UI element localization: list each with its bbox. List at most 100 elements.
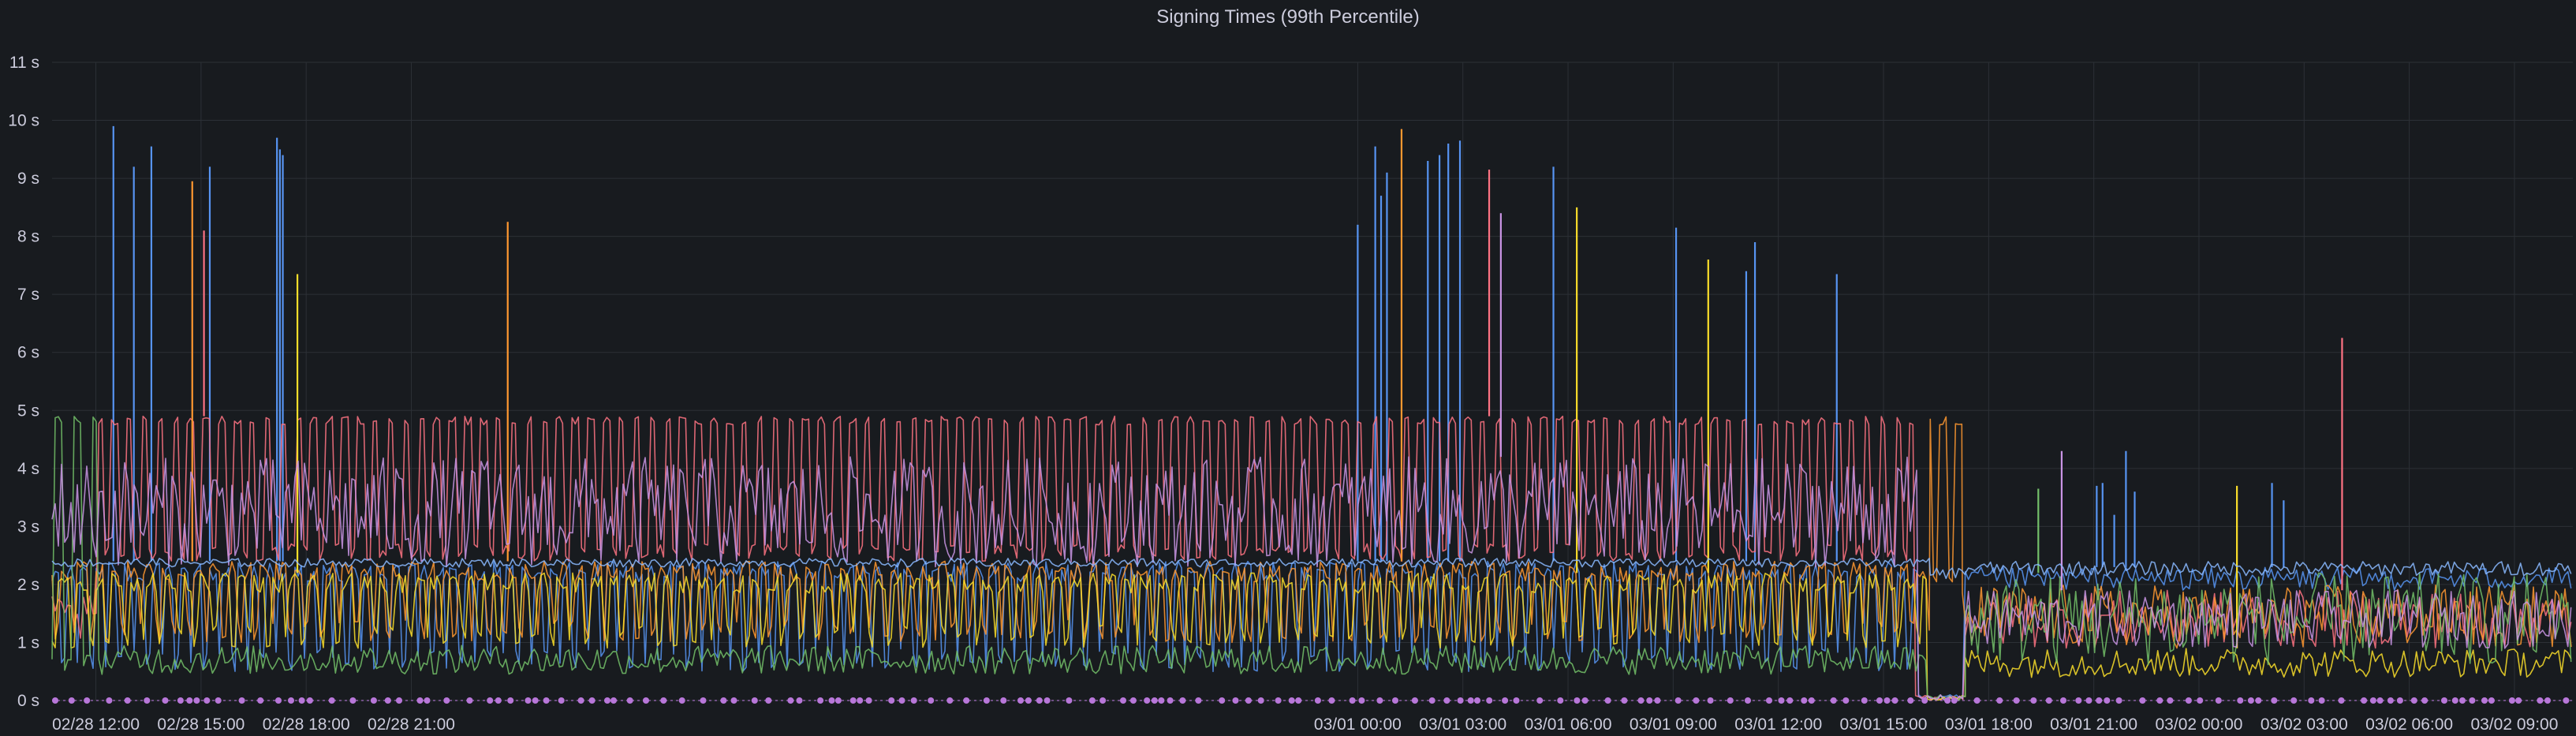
annotation-marker[interactable] [2156, 697, 2163, 704]
annotation-marker[interactable] [2459, 697, 2466, 704]
annotation-marker[interactable] [2451, 697, 2458, 704]
annotation-marker[interactable] [1288, 697, 1295, 704]
annotation-marker[interactable] [2488, 697, 2495, 704]
annotation-marker[interactable] [1502, 697, 1509, 704]
annotation-marker[interactable] [1707, 697, 1714, 704]
series-line-5[interactable] [51, 416, 2572, 701]
annotation-marker[interactable] [2410, 697, 2417, 704]
annotation-marker[interactable] [2197, 697, 2204, 704]
annotation-marker[interactable] [1017, 697, 1024, 704]
annotation-marker[interactable] [2185, 697, 2192, 704]
annotation-marker[interactable] [700, 697, 707, 704]
annotation-marker[interactable] [177, 697, 184, 704]
annotation-marker[interactable] [1883, 697, 1891, 704]
annotation-marker[interactable] [1314, 697, 1321, 704]
annotation-marker[interactable] [2537, 697, 2544, 704]
annotation-marker[interactable] [2085, 697, 2093, 704]
annotation-marker[interactable] [384, 697, 391, 704]
annotation-marker[interactable] [52, 697, 58, 704]
annotation-marker[interactable] [2167, 697, 2174, 704]
series-line-6[interactable] [51, 456, 2572, 701]
annotation-marker[interactable] [215, 697, 222, 704]
annotation-marker[interactable] [2271, 697, 2278, 704]
annotation-marker[interactable] [1232, 697, 1239, 704]
annotation-marker[interactable] [834, 697, 842, 704]
annotation-marker[interactable] [660, 697, 667, 704]
annotation-marker[interactable] [2013, 697, 2020, 704]
annotation-marker[interactable] [1257, 697, 1264, 704]
annotation-marker[interactable] [910, 697, 917, 704]
annotation-marker[interactable] [1637, 697, 1645, 704]
annotation-marker[interactable] [1907, 697, 1914, 704]
annotation-marker[interactable] [193, 697, 200, 704]
annotation-marker[interactable] [1513, 697, 1520, 704]
annotation-marker[interactable] [1727, 697, 1734, 704]
annotation-marker[interactable] [2237, 697, 2244, 704]
annotation-marker[interactable] [588, 697, 595, 704]
annotation-marker[interactable] [1457, 697, 1464, 704]
annotation-marker[interactable] [1604, 697, 1611, 704]
annotation-marker[interactable] [1581, 697, 1589, 704]
annotation-marker[interactable] [328, 697, 335, 704]
annotation-marker[interactable] [1951, 697, 1958, 704]
annotation-marker[interactable] [2338, 697, 2345, 704]
annotation-marker[interactable] [2481, 697, 2488, 704]
annotation-marker[interactable] [2115, 697, 2122, 704]
annotation-marker[interactable] [1786, 697, 1794, 704]
annotation-marker[interactable] [162, 697, 169, 704]
annotation-marker[interactable] [2369, 697, 2376, 704]
annotation-marker[interactable] [1219, 697, 1226, 704]
annotation-marker[interactable] [124, 697, 131, 704]
annotation-marker[interactable] [2544, 697, 2551, 704]
annotation-marker[interactable] [1574, 697, 1581, 704]
annotation-marker[interactable] [1674, 697, 1682, 704]
annotation-marker[interactable] [68, 697, 75, 704]
annotation-marker[interactable] [1646, 697, 1653, 704]
annotation-marker[interactable] [1778, 697, 1785, 704]
annotation-marker[interactable] [349, 697, 357, 704]
annotation-marker[interactable] [1973, 697, 1981, 704]
annotation-marker[interactable] [238, 697, 245, 704]
annotation-marker[interactable] [1195, 697, 1202, 704]
annotation-marker[interactable] [487, 697, 494, 704]
annotation-marker[interactable] [1411, 697, 1418, 704]
annotation-marker[interactable] [2030, 697, 2037, 704]
annotation-marker[interactable] [1766, 697, 1772, 704]
annotation-marker[interactable] [1654, 697, 1661, 704]
annotation-marker[interactable] [203, 697, 211, 704]
annotation-marker[interactable] [720, 697, 727, 704]
annotation-marker[interactable] [2215, 697, 2222, 704]
annotation-marker[interactable] [730, 697, 737, 704]
annotation-marker[interactable] [1944, 697, 1951, 704]
annotation-marker[interactable] [2361, 697, 2368, 704]
annotation-marker[interactable] [495, 697, 502, 704]
annotation-marker[interactable] [2045, 697, 2052, 704]
annotation-marker[interactable] [857, 697, 864, 704]
annotation-marker[interactable] [643, 697, 649, 704]
annotation-marker[interactable] [1120, 697, 1126, 704]
annotation-marker[interactable] [849, 697, 857, 704]
annotation-marker[interactable] [610, 697, 617, 704]
annotation-marker[interactable] [765, 697, 772, 704]
annotation-marker[interactable] [2508, 697, 2515, 704]
annotation-marker[interactable] [1144, 697, 1151, 704]
annotation-marker[interactable] [1891, 697, 1898, 704]
annotation-marker[interactable] [946, 697, 954, 704]
annotation-marker[interactable] [1043, 697, 1051, 704]
annotation-marker[interactable] [2290, 697, 2298, 704]
annotation-marker[interactable] [257, 697, 264, 704]
annotation-marker[interactable] [1376, 697, 1383, 704]
annotation-marker[interactable] [2469, 697, 2476, 704]
annotation-marker[interactable] [2396, 697, 2403, 704]
annotation-marker[interactable] [2139, 697, 2146, 704]
annotation-marker[interactable] [275, 697, 282, 704]
annotation-marker[interactable] [1275, 697, 1282, 704]
annotation-marker[interactable] [1099, 697, 1107, 704]
annotation-marker[interactable] [507, 697, 514, 704]
series-line-4[interactable] [51, 572, 2572, 701]
annotation-marker[interactable] [2318, 697, 2325, 704]
annotation-marker[interactable] [1876, 697, 1883, 704]
annotation-marker[interactable] [1536, 697, 1544, 704]
annotation-marker[interactable] [626, 697, 633, 704]
annotation-marker[interactable] [1808, 697, 1815, 704]
